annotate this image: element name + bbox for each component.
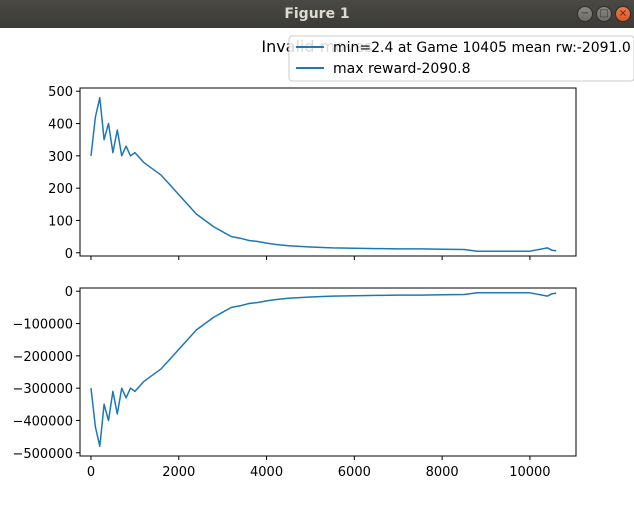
x-tick-label: 10000 bbox=[509, 465, 550, 480]
y-tick-label: 200 bbox=[48, 182, 73, 197]
series-line bbox=[90, 292, 557, 448]
x-tick-label: 8000 bbox=[426, 465, 459, 480]
legend-entry-2: max reward-2090.8 bbox=[333, 61, 470, 77]
series-line bbox=[90, 96, 557, 252]
y-tick-label: 300 bbox=[48, 150, 73, 165]
close-icon[interactable]: × bbox=[615, 6, 631, 22]
y-tick-label: −200000 bbox=[12, 350, 73, 365]
x-tick-label: 0 bbox=[87, 465, 95, 480]
y-tick-label: 400 bbox=[48, 118, 73, 133]
x-tick-label: 6000 bbox=[338, 465, 371, 480]
window-titlebar[interactable]: Figure 1 − □ × bbox=[0, 0, 634, 28]
window-title: Figure 1 bbox=[284, 6, 350, 22]
y-tick-label: 500 bbox=[48, 85, 73, 100]
x-tick-label: 2000 bbox=[162, 465, 195, 480]
axes-frame bbox=[79, 287, 577, 457]
y-tick-label: 100 bbox=[48, 214, 73, 229]
bottom-plot: 0 −100000 −200000 −300000 −400000 −500000 0 200… bbox=[12, 285, 577, 480]
y-tick-label: −100000 bbox=[12, 318, 73, 333]
maximize-icon[interactable]: □ bbox=[596, 6, 612, 22]
y-tick-label: −400000 bbox=[12, 414, 73, 429]
y-tick-label: −500000 bbox=[12, 447, 73, 462]
legend-box bbox=[288, 35, 634, 82]
legend: min=2.4 at Game 10405 mean rw:-2091.0 ma… bbox=[288, 35, 634, 82]
legend-entry-1: min=2.4 at Game 10405 mean rw:-2091.0 bbox=[333, 40, 631, 56]
top-plot: 0 100 200 300 400 500 bbox=[48, 85, 577, 262]
y-tick-label: −300000 bbox=[12, 382, 73, 397]
axes-frame bbox=[79, 87, 577, 257]
y-tick-label: 0 bbox=[65, 247, 73, 262]
y-tick-label: 0 bbox=[65, 285, 73, 300]
x-tick-label: 4000 bbox=[250, 465, 283, 480]
minimize-icon[interactable]: − bbox=[577, 6, 593, 22]
